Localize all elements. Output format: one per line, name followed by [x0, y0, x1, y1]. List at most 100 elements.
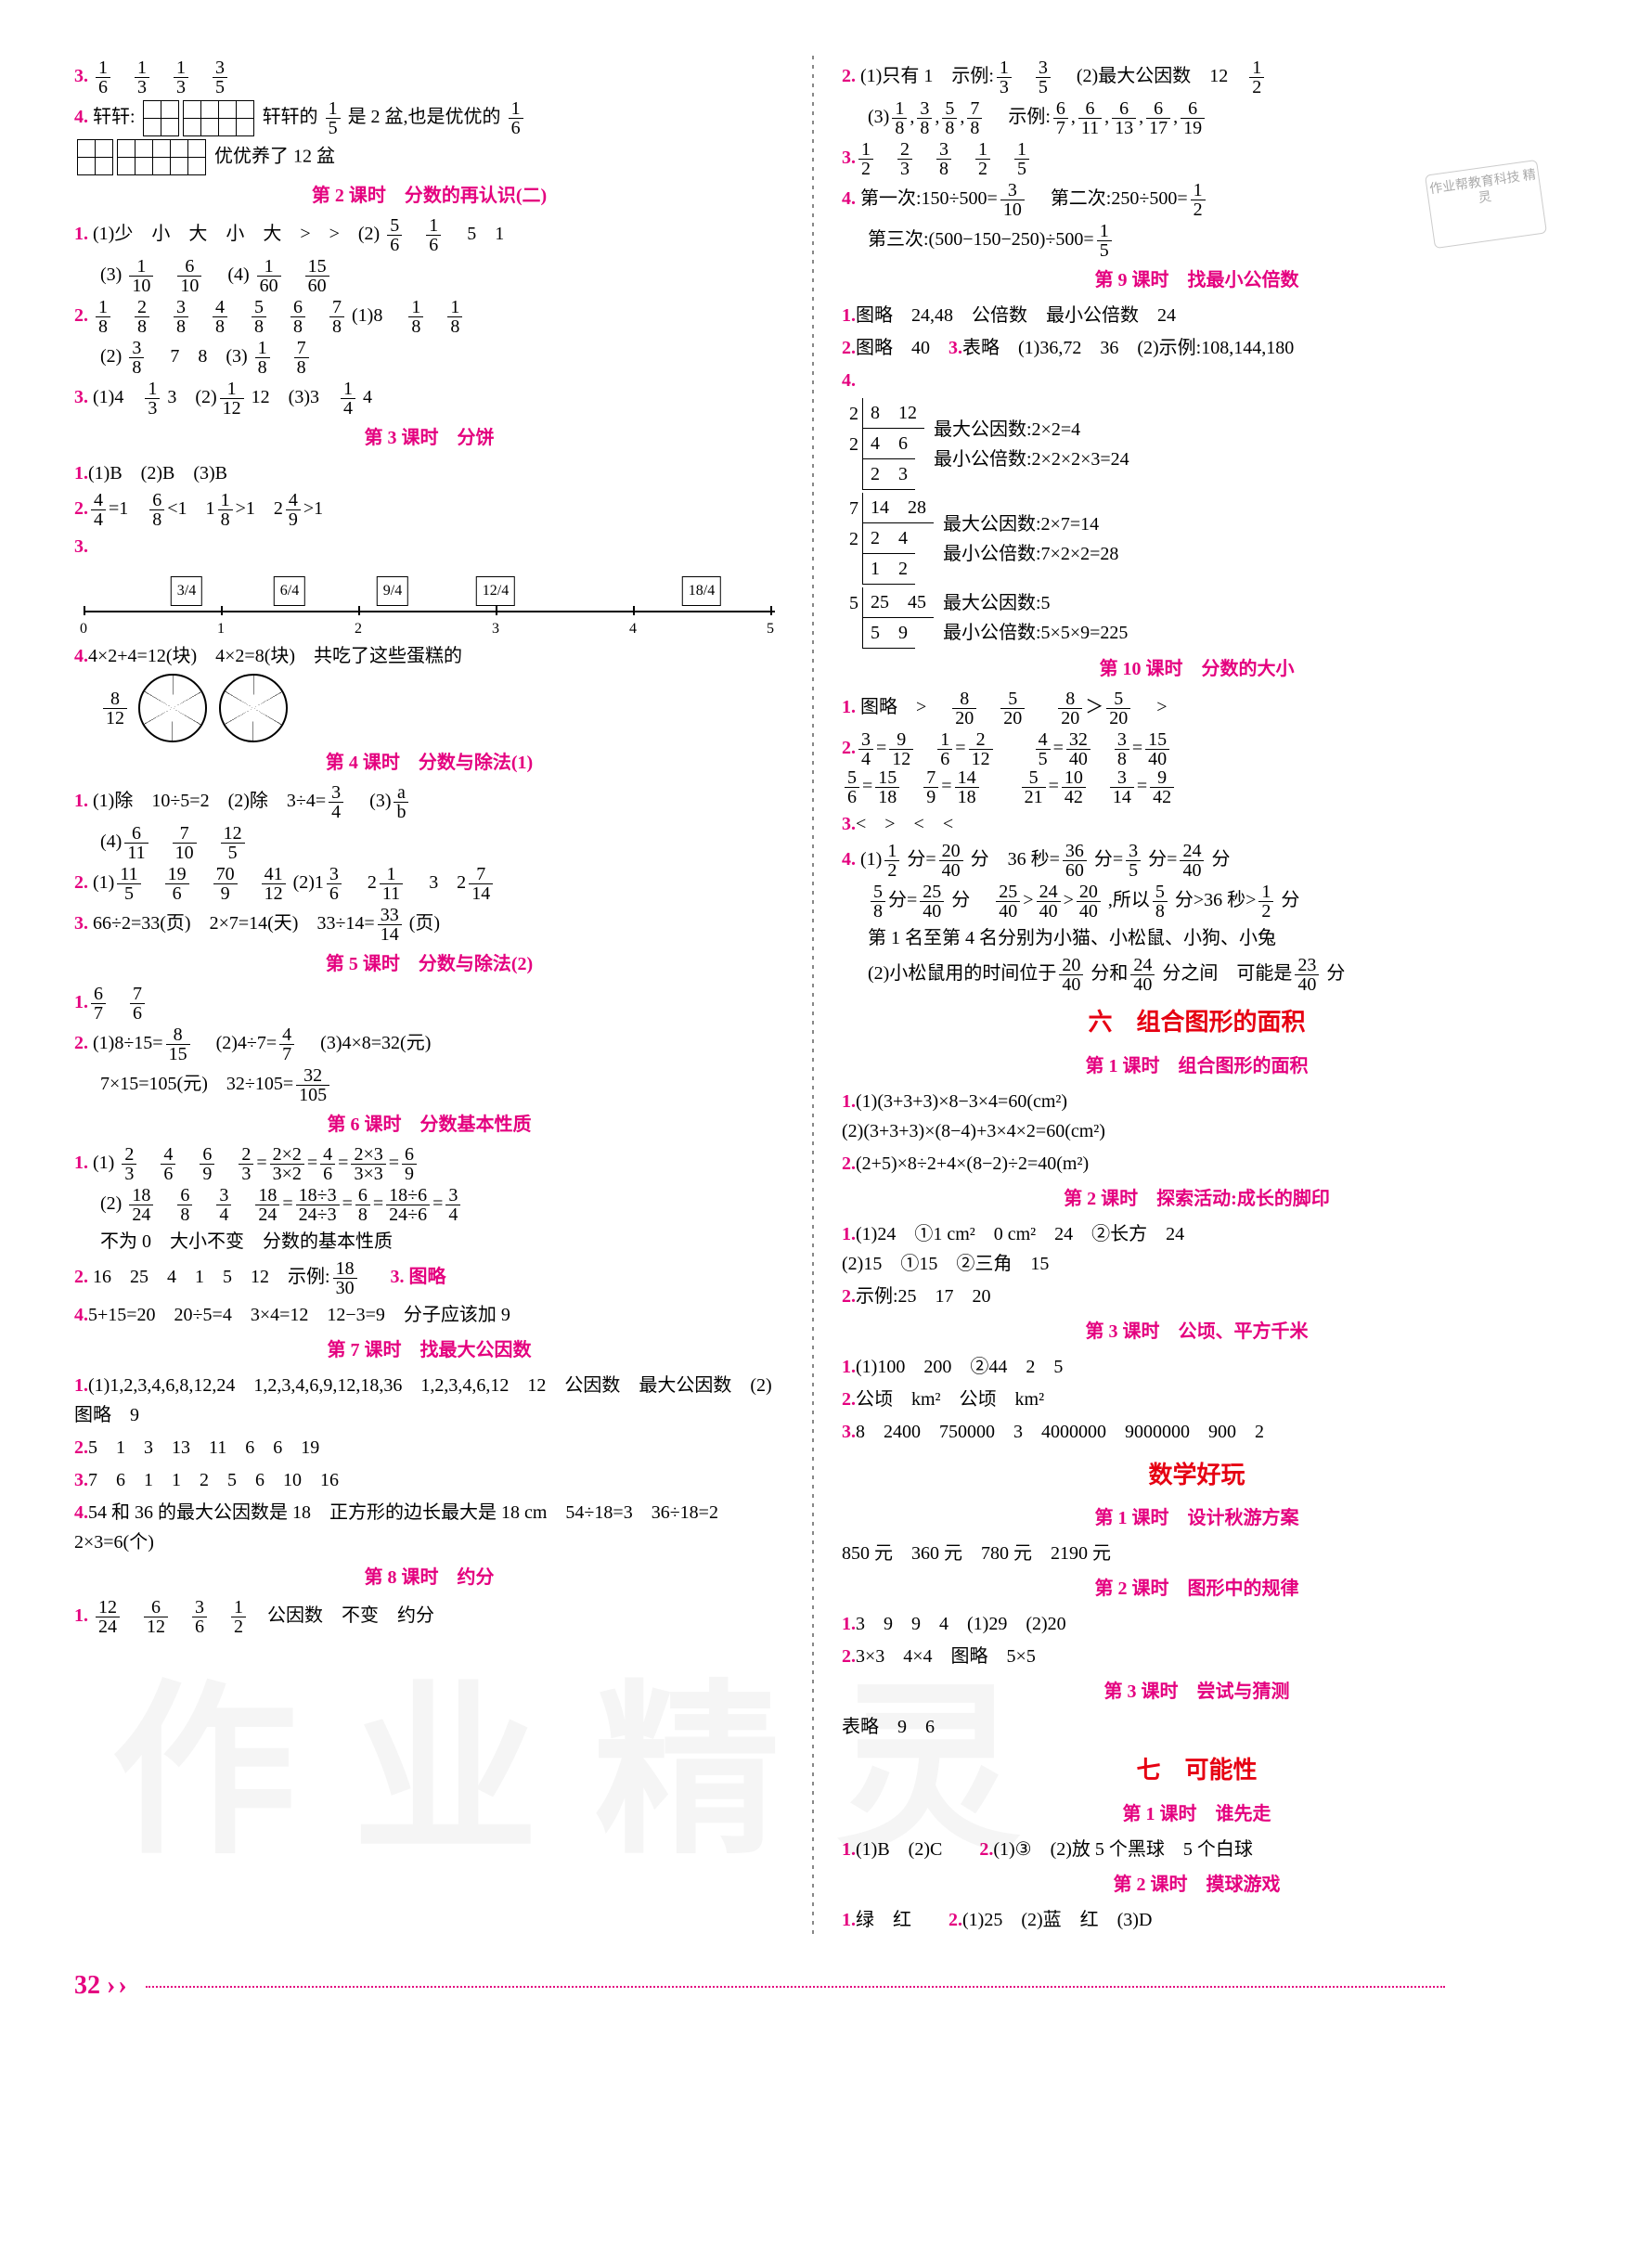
right-column: 2. (1)只有 1 示例:13 35 (2)最大公因数 12 12 (3)18…	[842, 56, 1552, 1938]
s6b-2: 2.示例:25 17 20	[842, 1282, 1552, 1311]
text: 轩轩的	[263, 107, 318, 127]
s3-2: 2.44=1 68<1 118>1 249>1	[74, 491, 784, 529]
lesson-4-hdr: 第 4 课时 分数与除法(1)	[74, 748, 784, 778]
text: 7 8 (3)	[170, 346, 247, 367]
text: 图略 >	[860, 697, 945, 717]
unit-7-hdr: 七 可能性	[842, 1751, 1552, 1790]
q-num: 2.	[842, 1389, 856, 1410]
text: (2)小松鼠用的时间位于	[868, 963, 1056, 984]
lesson-6-2-hdr: 第 2 课时 探索活动:成长的脚印	[842, 1184, 1552, 1214]
sx-1-hdr: 第 1 课时 设计秋游方案	[842, 1503, 1552, 1533]
q-num: 2.	[842, 1286, 856, 1307]
text: (1)1,2,3,4,6,8,12,24 1,2,3,4,6,9,12,18,3…	[74, 1375, 772, 1425]
left-column: 3. 16 13 13 35 4. 轩轩: 轩轩的 15 是 2 盆,也是优优的…	[74, 56, 784, 1938]
item-3: 3. 16 13 13 35	[74, 58, 784, 97]
text: (1)4	[93, 387, 142, 407]
text: (1)8	[352, 305, 382, 326]
q-num: 2.	[74, 1437, 88, 1458]
q-num: 1.	[74, 1375, 88, 1396]
r2-2: (3)18,38,58,78 示例:67,611,613,617,619	[842, 99, 1552, 137]
text: 公因数 不变 约分	[267, 1605, 434, 1626]
column-divider	[812, 56, 814, 1938]
pie-icon	[219, 674, 288, 742]
s2-1a: 1. (1)少 小 大 小 大 > > (2) 56 16 5 1	[74, 216, 784, 254]
q-num: 1.	[842, 1839, 856, 1860]
text: (1)少 小 大 小 大 > > (2)	[93, 224, 380, 244]
q-num: 2.	[842, 338, 856, 358]
text: 3×3 4×4 图略 5×5	[856, 1646, 1036, 1667]
text: >	[1023, 890, 1033, 910]
q-num: 1.	[842, 1614, 856, 1634]
s7-4: 4.54 和 36 的最大公因数是 18 正方形的边长最大是 18 cm 54÷…	[74, 1498, 784, 1557]
text: 分=	[1094, 849, 1123, 870]
q-num: 4.	[74, 107, 88, 127]
text: (1)8÷15=	[93, 1033, 163, 1053]
lesson-10-hdr: 第 10 课时 分数的大小	[842, 654, 1552, 684]
pie-icon	[138, 674, 207, 742]
q-num: 1.	[842, 1357, 856, 1377]
s6a-1: 1.(1)(3+3+3)×8−3×4=60(cm²) (2)(3+3+3)×(8…	[842, 1087, 1552, 1146]
text: 优优养了 12 盆	[214, 147, 335, 167]
sx3: 表略 9 6	[842, 1712, 1552, 1742]
s6-2: 2. 16 25 4 1 5 12 示例:1830 3. 图略	[74, 1259, 784, 1297]
text: (4)	[227, 264, 249, 285]
s9-1: 1.图略 24,48 公倍数 最小公倍数 24	[842, 301, 1552, 330]
q-num: 1.	[74, 791, 88, 811]
text: (2)4÷7=	[216, 1033, 277, 1053]
text: 分 36 秒=	[971, 849, 1060, 870]
lesson-6-1-hdr: 第 1 课时 组合图形的面积	[842, 1051, 1552, 1081]
gcd2: 714 2822 41 2最大公因数:2×7=14 最小公倍数:7×2×2=28	[842, 493, 1552, 585]
text: (1)只有 1 示例:	[860, 66, 994, 86]
sx2-1: 1.3 9 9 4 (1)29 (2)20	[842, 1609, 1552, 1639]
s5-2b: 7×15=105(元) 32÷105=32105	[74, 1066, 784, 1104]
text: 66÷2=33(页) 2×7=14(天) 33÷14=	[93, 913, 375, 934]
s2-2b: (2) 38 7 8 (3) 18 78	[74, 339, 784, 377]
text: (2)最大公因数 12	[1077, 66, 1246, 86]
sx2-2: 2.3×3 4×4 图略 5×5	[842, 1642, 1552, 1671]
q-num: 4.	[842, 188, 856, 209]
s10-4d: (2)小松鼠用的时间位于2040 分和2440 分之间 可能是2340 分	[842, 956, 1552, 994]
text: 分=	[888, 890, 917, 910]
q-num: 2.	[842, 738, 856, 758]
text: 7 6 1 1 2 5 6 10 16	[88, 1470, 339, 1490]
text: 分=	[1148, 849, 1177, 870]
text: 5 1 3 13 11 6 6 19	[88, 1437, 319, 1458]
lesson-9-hdr: 第 9 课时 找最小公倍数	[842, 265, 1552, 295]
q-num: 3.	[842, 1422, 856, 1442]
q-num: 4.	[842, 370, 856, 391]
s3-1: 1.(1)B (2)B (3)B	[74, 458, 784, 488]
q-num: 4.	[74, 646, 88, 666]
s6-1b: (2) 1824 68 34 1824=18÷324÷3=68=18÷624÷6…	[74, 1186, 784, 1224]
q-num: 1.	[74, 1605, 88, 1626]
s5-1: 1.67 76	[74, 985, 784, 1023]
circles-icon	[78, 140, 206, 175]
text: (1)B (2)B (3)B	[88, 463, 227, 483]
r2-1: 2. (1)只有 1 示例:13 35 (2)最大公因数 12 12	[842, 58, 1552, 97]
q-num: 3.	[74, 66, 88, 86]
text: (1)	[860, 849, 882, 870]
q-num: 4.	[74, 1305, 88, 1325]
s2-2a: 2. 18 28 38 48 58 68 78 (1)8 18 18	[74, 298, 784, 336]
s8-1: 1. 1224 612 36 12 公因数 不变 约分	[74, 1598, 784, 1636]
text: 3. 图略	[372, 1267, 446, 1287]
s10-4a: 4. (1)12 分=2040 分 36 秒=3660 分=35 分=2440 …	[842, 842, 1552, 880]
item-4a: 4. 轩轩: 轩轩的 15 是 2 盆,也是优优的 16	[74, 99, 784, 137]
text: ,所以	[1108, 890, 1150, 910]
q-num: 2.	[74, 498, 88, 519]
text: ＞	[1085, 697, 1103, 717]
text: 分=	[907, 849, 936, 870]
text: 轩轩:	[93, 107, 136, 127]
text: 第二次:250÷500=	[1051, 188, 1188, 209]
lesson-8-hdr: 第 8 课时 约分	[74, 1563, 784, 1592]
s2-3: 3. (1)4 13 3 (2)112 12 (3)3 14 4	[74, 380, 784, 418]
text: (1)100 200 ②44 2 5	[856, 1357, 1063, 1377]
q-num: 2.	[842, 1646, 856, 1667]
s6c-1: 1.(1)100 200 ②44 2 5	[842, 1352, 1552, 1382]
lesson-5-hdr: 第 5 课时 分数与除法(2)	[74, 949, 784, 979]
columns: 3. 16 13 13 35 4. 轩轩: 轩轩的 15 是 2 盆,也是优优的…	[74, 56, 1552, 1938]
text: 分	[1211, 849, 1230, 870]
text: 3 (2)	[167, 387, 216, 407]
text: 图略 24,48 公倍数 最小公倍数 24	[856, 305, 1176, 326]
s6c-3: 3.8 2400 750000 3 4000000 9000000 900 2	[842, 1417, 1552, 1447]
q-num: 1.	[74, 224, 88, 244]
